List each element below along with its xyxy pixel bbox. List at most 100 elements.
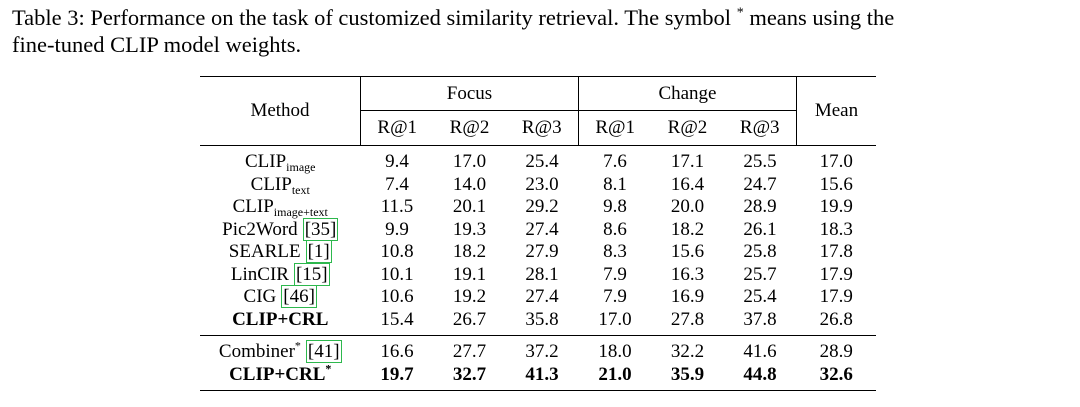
- citation: [15]: [293, 262, 330, 286]
- table-body: Combiner* [41] 16.6 27.7 37.2 18.0 32.2 41.6 28.…: [200, 336, 876, 391]
- value-cell: 8.3: [603, 241, 627, 263]
- method-superscript: *: [325, 361, 332, 376]
- value-cell: 15.6: [819, 173, 853, 195]
- value-cell: 7.4: [385, 173, 409, 195]
- value-cell: 32.2: [670, 341, 705, 363]
- value-cell: 25.4: [525, 151, 559, 173]
- method-cell: CIG [46]: [200, 285, 361, 309]
- method-cell: CLIP+CRL: [200, 309, 361, 336]
- value-cell: 29.2: [525, 196, 559, 218]
- value-cell: 37.8: [743, 308, 777, 330]
- header-cell: R@3: [521, 117, 562, 138]
- value-cell: 24.7: [743, 173, 777, 195]
- method-subscript: image+text: [273, 205, 328, 220]
- method-name: Pic2Word: [222, 218, 298, 240]
- value-cell: 16.9: [670, 286, 705, 308]
- header-cell: Focus: [360, 76, 579, 111]
- method-cell: SEARLE [1]: [200, 240, 361, 264]
- value-cell: 7.6: [603, 151, 627, 173]
- value-cell: 16.4: [670, 173, 705, 195]
- header-row: Method Focus Change Mean: [200, 76, 876, 146]
- value-cell: 18.2: [452, 241, 487, 263]
- table-row: CLIPimage+text 11.5 20.1 29.2 9.8 20.0 28.9 19.…: [200, 196, 876, 219]
- value-cell: 20.1: [452, 196, 487, 218]
- value-cell: 28.9: [743, 196, 777, 218]
- value-cell: 17.0: [819, 151, 853, 173]
- header-cell: R@1: [360, 110, 434, 146]
- value-cell: 26.8: [819, 308, 853, 330]
- citation: [46]: [281, 285, 317, 309]
- value-cell: 25.5: [743, 151, 777, 173]
- value-cell: 16.6: [380, 341, 414, 363]
- caption-text: Table 3: Performance on the task of cust…: [12, 5, 732, 30]
- method-name: CLIP: [232, 196, 274, 218]
- value-cell: 18.2: [670, 218, 705, 240]
- caption-line: fine-tuned CLIP model weights.: [12, 32, 302, 57]
- value-cell: 21.0: [598, 363, 632, 385]
- method-subscript: text: [291, 182, 310, 197]
- value-cell: 27.8: [670, 308, 705, 330]
- value-cell: 10.1: [380, 263, 414, 285]
- table-row: Pic2Word [35] 9.9 19.3 27.4 8.6 18.2 26.1 18.3: [200, 217, 876, 242]
- value-cell: 10.8: [380, 241, 414, 263]
- value-cell: 27.7: [452, 341, 487, 363]
- value-cell: 27.4: [525, 218, 559, 240]
- table-row: CLIPimage 9.4 17.0 25.4 7.6 17.1 25.5 17.0: [200, 146, 876, 174]
- header-row: R@1 R@2 R@3 R@1 R@2 R@3: [200, 110, 876, 146]
- value-cell: 19.3: [452, 218, 487, 240]
- value-cell: 17.8: [819, 241, 853, 263]
- value-cell: 8.1: [603, 173, 627, 195]
- method-cell: CLIPimage+text: [200, 196, 361, 219]
- method-name: Combiner: [218, 341, 295, 363]
- table-row: CLIP+CRL* 19.7 32.7 41.3 21.0 35.9 44.8 32.6: [200, 361, 876, 391]
- results-table: Method Focus Change Mean R@1 R@2 R@3 R@1…: [200, 76, 876, 391]
- header-cell: Mean: [795, 76, 876, 146]
- header-cell: Method: [250, 100, 310, 121]
- value-cell: 25.7: [743, 263, 777, 285]
- value-cell: 32.6: [819, 363, 853, 385]
- value-cell: 23.0: [525, 173, 559, 195]
- method-cell: Pic2Word [35]: [200, 217, 361, 242]
- caption-line: Table 3: Performance on the task of cust…: [12, 4, 894, 31]
- value-cell: 44.8: [743, 363, 777, 385]
- header-cell: R@2: [667, 117, 708, 138]
- table-body: CLIPimage 9.4 17.0 25.4 7.6 17.1 25.5 17.0 CLIPt…: [200, 146, 876, 336]
- value-cell: 15.6: [670, 241, 705, 263]
- table-row: LinCIR [15] 10.1 19.1 28.1 7.9 16.3 25.7 17.9: [200, 262, 876, 287]
- value-cell: 18.0: [598, 341, 632, 363]
- method-name: CLIP: [250, 173, 292, 195]
- value-cell: 25.8: [743, 241, 777, 263]
- value-cell: 19.7: [380, 363, 414, 385]
- method-subscript: image: [286, 160, 316, 175]
- value-cell: 41.3: [525, 363, 559, 385]
- value-cell: 7.9: [603, 286, 627, 308]
- method-cell: CLIP+CRL*: [200, 361, 361, 391]
- value-cell: 27.4: [525, 286, 559, 308]
- value-cell: 16.3: [670, 263, 705, 285]
- value-cell: 18.3: [819, 218, 853, 240]
- table-row: CLIPtext 7.4 14.0 23.0 8.1 16.4 24.7 15.6: [200, 174, 876, 197]
- method-name: LinCIR: [230, 263, 289, 285]
- value-cell: 25.4: [743, 286, 777, 308]
- caption: Table 3: Performance on the task of cust…: [12, 4, 894, 58]
- citation: [35]: [302, 217, 339, 241]
- value-cell: 17.9: [819, 286, 853, 308]
- method-name: SEARLE: [228, 241, 301, 263]
- value-cell: 35.9: [670, 363, 705, 385]
- value-cell: 26.7: [452, 308, 487, 330]
- citation: [1]: [305, 240, 332, 264]
- value-cell: 26.1: [743, 218, 777, 240]
- method-name: CLIP+CRL: [232, 308, 329, 330]
- method-cell: Combiner* [41]: [200, 336, 361, 364]
- header-cell: R@3: [739, 117, 780, 138]
- value-cell: 8.6: [603, 218, 627, 240]
- value-cell: 17.1: [670, 151, 705, 173]
- value-cell: 17.0: [452, 151, 487, 173]
- value-cell: 14.0: [452, 173, 487, 195]
- method-cell: CLIPimage: [200, 146, 361, 174]
- value-cell: 28.9: [819, 341, 853, 363]
- value-cell: 9.8: [603, 196, 627, 218]
- citation: [41]: [305, 340, 342, 364]
- value-cell: 35.8: [525, 308, 559, 330]
